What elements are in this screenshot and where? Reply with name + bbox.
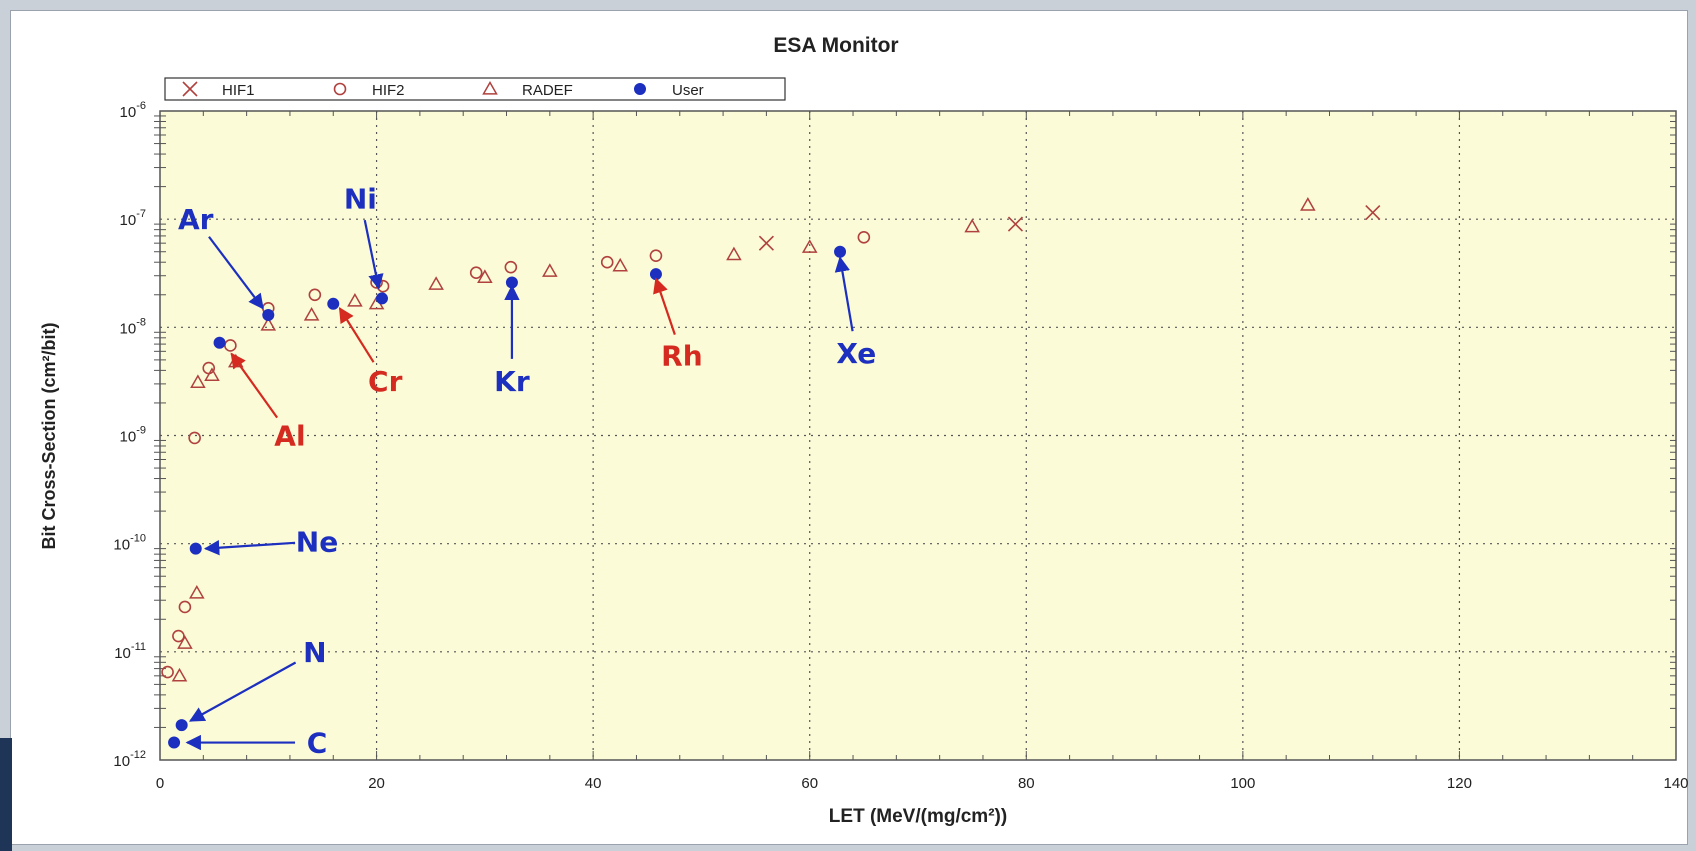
legend-label-hif2: HIF2 bbox=[372, 82, 405, 99]
edge-accent bbox=[0, 738, 12, 851]
data-point-hif2 bbox=[161, 665, 174, 679]
annotation-label-rh: Rh bbox=[661, 339, 703, 372]
x-tick-label: 120 bbox=[1447, 775, 1472, 792]
y-tick-label: 10-8 bbox=[120, 316, 146, 337]
annotation-label-al: Al bbox=[274, 420, 305, 453]
y-tick-labels: 10-6 10-7 10-8 10-9 10-10 10-11 10-12 bbox=[113, 100, 146, 770]
data-point-user bbox=[189, 542, 202, 555]
x-marker-stroke bbox=[758, 235, 774, 251]
data-point-radef bbox=[801, 239, 818, 253]
y-tick-label: 10-9 bbox=[120, 425, 146, 446]
annotation-arrow-n bbox=[188, 661, 297, 722]
x-tick-label: 20 bbox=[368, 775, 385, 792]
legend-marker-hif2 bbox=[333, 82, 347, 96]
data-point-radef bbox=[204, 367, 220, 381]
annotation-label-ar: Ar bbox=[178, 203, 214, 236]
legend-marker-hif1 bbox=[182, 81, 198, 97]
annotation-arrow-ni bbox=[363, 219, 384, 290]
x-marker-stroke bbox=[182, 81, 198, 97]
annotation-label-cr: Cr bbox=[368, 365, 403, 398]
x-tick-label: 60 bbox=[801, 775, 818, 792]
data-point-hif2 bbox=[469, 266, 483, 279]
data-point-radef bbox=[477, 269, 493, 283]
y-tick-label: 10-6 bbox=[120, 100, 146, 121]
data-point-user bbox=[327, 297, 340, 310]
data-point-user bbox=[213, 336, 226, 349]
x-tick-label: 80 bbox=[1018, 775, 1035, 792]
data-point-hif1 bbox=[1007, 216, 1024, 232]
minor-ticks bbox=[154, 111, 1677, 760]
legend-marker-user bbox=[634, 83, 646, 95]
x-tick-labels: 0 20 40 60 80 100 120 140 bbox=[156, 775, 1689, 792]
chart-title: ESA Monitor bbox=[773, 34, 898, 57]
annotation-arrow-ar bbox=[208, 236, 264, 310]
legend-box bbox=[164, 77, 786, 101]
x-tick-label: 140 bbox=[1663, 775, 1688, 792]
data-point-radef bbox=[177, 635, 193, 649]
data-point-hif1 bbox=[758, 235, 774, 251]
x-marker-stroke bbox=[1365, 205, 1381, 221]
annotation-arrow-xe bbox=[834, 256, 854, 332]
legend: HIF1 HIF2 RADEF User bbox=[164, 77, 786, 101]
data-point-user bbox=[649, 268, 662, 281]
data-point-radef bbox=[171, 667, 188, 682]
data-point-user bbox=[175, 719, 188, 732]
x-tick-label: 40 bbox=[585, 775, 602, 792]
grid-lines bbox=[160, 111, 1676, 760]
y-tick-label: 10-11 bbox=[114, 641, 146, 662]
y-tick-label: 10-10 bbox=[113, 533, 146, 554]
data-point-radef bbox=[1300, 197, 1316, 211]
annotation-label-n: N bbox=[303, 636, 326, 669]
data-point-radef bbox=[726, 246, 742, 261]
annotation-arrow-rh bbox=[653, 277, 676, 335]
data-point-radef bbox=[260, 317, 277, 331]
annotation-label-c: C bbox=[307, 727, 328, 760]
data-point-radef bbox=[189, 584, 205, 599]
data-point-hif2 bbox=[188, 431, 201, 445]
annotation-arrow-ne bbox=[203, 540, 296, 556]
data-point-hif2 bbox=[600, 255, 614, 269]
y-axis-label: Bit Cross-Section (cm²/bit) bbox=[39, 322, 59, 549]
annotations: Ar Ni Al Cr Kr Rh Xe Ne N C bbox=[178, 183, 876, 760]
data-point-radef bbox=[964, 218, 980, 233]
legend-marker-radef bbox=[482, 80, 498, 95]
data-point-hif2 bbox=[504, 260, 518, 274]
data-point-radef bbox=[190, 374, 206, 388]
legend-label-user: User bbox=[672, 82, 704, 99]
annotation-label-kr: Kr bbox=[494, 365, 530, 398]
x-tick-label: 0 bbox=[156, 775, 164, 792]
x-axis-label: LET (MeV/(mg/cm²)) bbox=[829, 806, 1007, 827]
data-point-user bbox=[375, 292, 388, 305]
data-point-hif2 bbox=[178, 600, 192, 614]
y-tick-label: 10-12 bbox=[113, 749, 146, 770]
data-point-hif1 bbox=[1365, 205, 1381, 221]
data-point-hif2 bbox=[172, 629, 185, 643]
data-points bbox=[161, 197, 1381, 749]
data-point-user bbox=[834, 245, 847, 258]
data-point-radef bbox=[428, 276, 444, 290]
annotation-label-ne: Ne bbox=[296, 525, 338, 558]
data-point-user bbox=[262, 309, 275, 322]
data-point-radef bbox=[542, 263, 558, 277]
annotation-label-ni: Ni bbox=[344, 183, 377, 216]
data-point-hif2 bbox=[857, 230, 871, 244]
annotation-label-xe: Xe bbox=[836, 337, 876, 370]
annotation-arrow-cr bbox=[338, 306, 375, 363]
legend-label-hif1: HIF1 bbox=[222, 82, 255, 99]
data-point-radef bbox=[303, 306, 320, 321]
data-point-user bbox=[168, 736, 181, 749]
annotation-arrow-al bbox=[230, 352, 279, 419]
data-point-hif2 bbox=[308, 288, 322, 302]
y-tick-label: 10-7 bbox=[120, 208, 146, 229]
data-point-hif2 bbox=[649, 249, 663, 262]
data-point-radef bbox=[612, 257, 629, 272]
x-tick-label: 100 bbox=[1230, 775, 1255, 792]
legend-label-radef: RADEF bbox=[522, 82, 573, 99]
data-point-radef bbox=[347, 293, 363, 307]
x-marker-stroke bbox=[1007, 216, 1024, 232]
